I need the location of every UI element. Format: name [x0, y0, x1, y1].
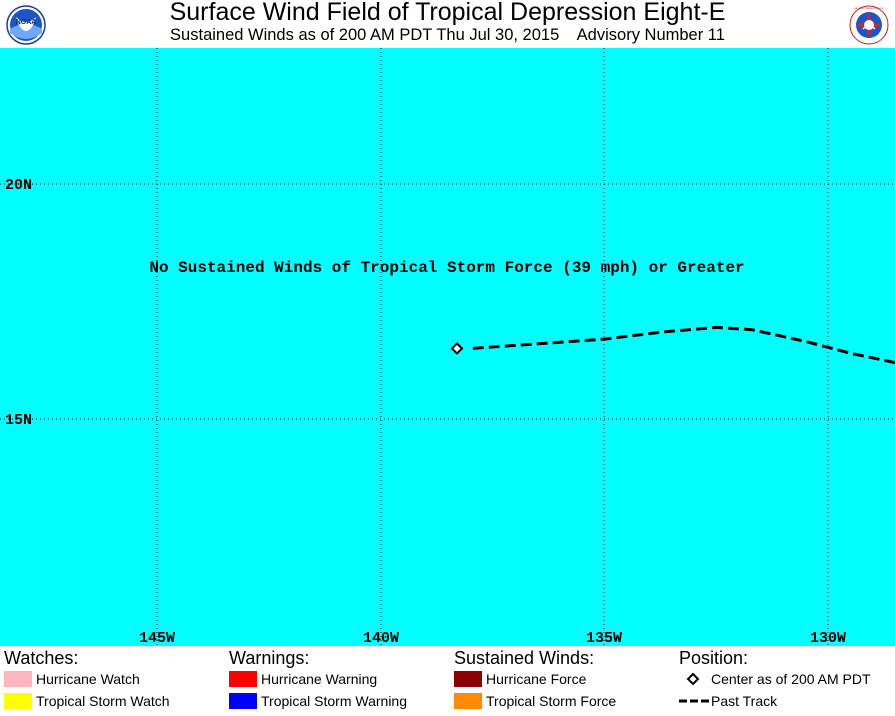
lat-label-15n: 15N: [5, 412, 32, 429]
center-position-label: Center as of 200 AM PDT: [711, 671, 871, 687]
noaa-logo: NOAA: [6, 5, 46, 45]
dashed-line-icon: [679, 699, 709, 703]
tropical-storm-force-swatch: [454, 693, 482, 709]
lon-label-145w: 145W: [139, 630, 175, 646]
map-subtitle: Sustained Winds as of 200 AM PDT Thu Jul…: [170, 26, 725, 44]
past-track-line: [470, 325, 895, 365]
tropical-storm-warning-label: Tropical Storm Warning: [261, 693, 408, 709]
wind-field-map: 20N 15N 145W 140W 135W 130W No Sustained…: [0, 48, 895, 647]
storm-center-marker: [450, 342, 464, 355]
tropical-storm-watch-swatch: [4, 693, 32, 709]
legend: Watches: Hurricane Watch Tropical Storm …: [0, 647, 895, 716]
map-panel: 20N 15N 145W 140W 135W 130W No Sustained…: [0, 48, 895, 647]
tropical-storm-force-label: Tropical Storm Force: [486, 693, 617, 709]
no-tropical-storm-force-note: No Sustained Winds of Tropical Storm For…: [149, 259, 744, 277]
hurricane-watch-label: Hurricane Watch: [36, 671, 140, 687]
legend-position-heading: Position:: [679, 648, 749, 668]
past-track-label: Past Track: [711, 693, 778, 709]
tropical-storm-warning-swatch: [229, 693, 257, 709]
map-title: Surface Wind Field of Tropical Depressio…: [169, 0, 726, 26]
lon-label-135w: 135W: [586, 630, 622, 646]
lat-label-20n: 20N: [5, 177, 32, 194]
header: NOAA Surface Wind Field of Tropical Depr…: [0, 0, 895, 48]
nws-logo: NATIONAL WEATHER SERVICE: [849, 5, 889, 45]
lon-label-140w: 140W: [363, 630, 399, 646]
hurricane-watch-swatch: [4, 671, 32, 687]
hurricane-warning-swatch: [229, 671, 257, 687]
lon-label-130w: 130W: [810, 630, 846, 646]
legend-watches-heading: Watches:: [4, 648, 79, 668]
hurricane-warning-label: Hurricane Warning: [261, 671, 378, 687]
legend-sustained-winds-heading: Sustained Winds:: [454, 648, 595, 668]
hurricane-force-label: Hurricane Force: [486, 671, 587, 687]
ocean-background: [0, 48, 895, 646]
hurricane-force-swatch: [454, 671, 482, 687]
diamond-icon: [686, 672, 700, 686]
tropical-storm-watch-label: Tropical Storm Watch: [36, 693, 170, 709]
svg-text:NATIONAL WEATHER SERVICE: NATIONAL WEATHER SERVICE: [854, 7, 884, 10]
legend-warnings-heading: Warnings:: [229, 648, 310, 668]
svg-text:NOAA: NOAA: [16, 19, 37, 26]
